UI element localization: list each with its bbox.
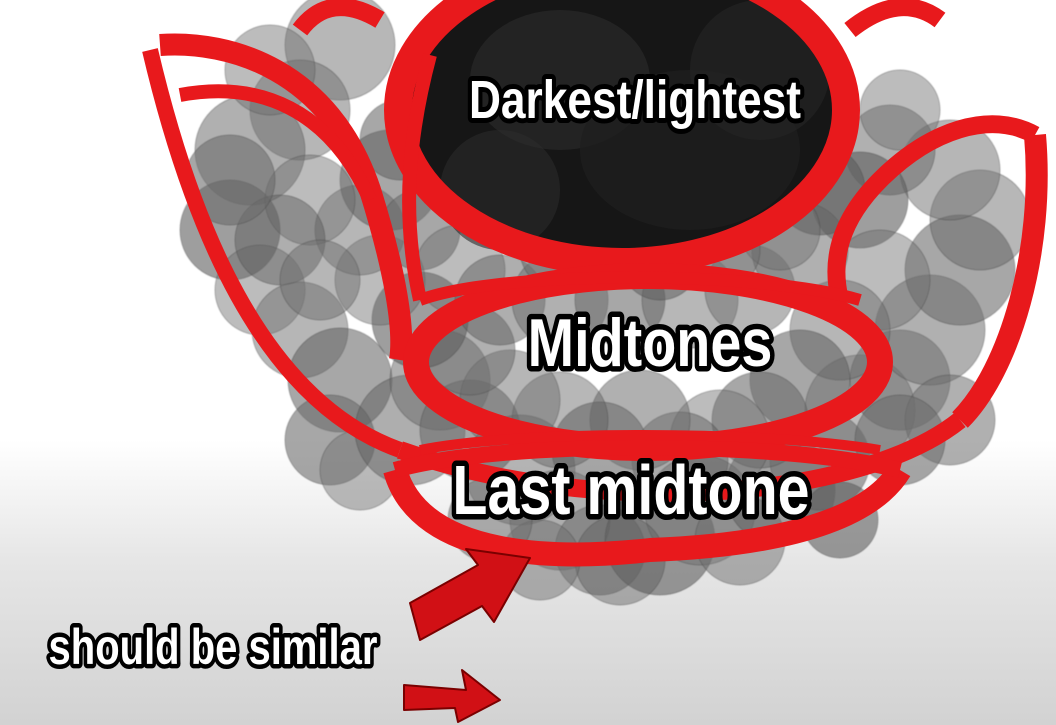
midtones-label: Midtones — [528, 306, 773, 381]
should-be-similar-label: should be similar — [49, 619, 378, 675]
red-arrow-icon — [404, 670, 500, 722]
red-arrow-icon — [410, 549, 530, 640]
gray-circle — [280, 240, 360, 320]
last-midtone-label: Last midtone — [452, 451, 809, 530]
darkest-lightest-label: Darkest/lightest — [469, 70, 801, 130]
